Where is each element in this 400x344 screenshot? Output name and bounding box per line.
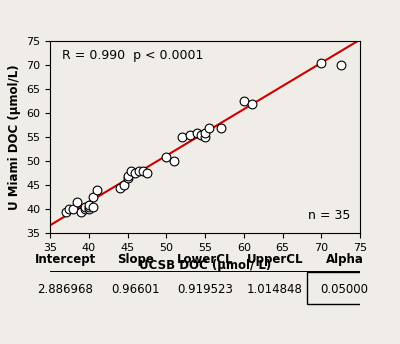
X-axis label: UCSB DOC (μmol/ L): UCSB DOC (μmol/ L) bbox=[139, 259, 271, 272]
Point bbox=[90, 204, 96, 210]
Point bbox=[124, 173, 131, 179]
Point bbox=[128, 168, 134, 174]
Text: UpperCL: UpperCL bbox=[246, 253, 303, 266]
Point bbox=[198, 132, 204, 138]
Point bbox=[186, 132, 193, 138]
Point bbox=[82, 207, 88, 212]
Point bbox=[171, 159, 177, 164]
Point bbox=[144, 171, 150, 176]
Point bbox=[217, 125, 224, 130]
Text: Alpha: Alpha bbox=[326, 253, 364, 266]
Text: Slope: Slope bbox=[117, 253, 154, 266]
Point bbox=[74, 200, 80, 205]
Text: 0.05000: 0.05000 bbox=[320, 283, 368, 296]
Text: R = 0.990  p < 0.0001: R = 0.990 p < 0.0001 bbox=[62, 49, 204, 62]
Point bbox=[140, 168, 146, 174]
Point bbox=[338, 63, 344, 68]
Point bbox=[132, 171, 138, 176]
Point bbox=[318, 60, 324, 66]
Point bbox=[78, 209, 84, 215]
Point bbox=[240, 99, 247, 104]
Point bbox=[93, 187, 100, 193]
Text: 0.919523: 0.919523 bbox=[177, 283, 233, 296]
Point bbox=[70, 207, 76, 212]
Point bbox=[124, 175, 131, 181]
Text: 0.96601: 0.96601 bbox=[111, 283, 160, 296]
Point bbox=[202, 130, 208, 135]
Point bbox=[86, 204, 92, 210]
Text: Intercept: Intercept bbox=[35, 253, 96, 266]
Point bbox=[86, 202, 92, 207]
Point bbox=[248, 101, 255, 107]
Point bbox=[86, 207, 92, 212]
Point bbox=[62, 209, 69, 215]
Point bbox=[116, 185, 123, 191]
Text: LowerCL: LowerCL bbox=[177, 253, 233, 266]
Point bbox=[206, 125, 212, 130]
Point bbox=[163, 154, 170, 159]
Text: n = 35: n = 35 bbox=[308, 209, 351, 222]
Point bbox=[202, 135, 208, 140]
Text: 1.014848: 1.014848 bbox=[247, 283, 303, 296]
Text: 2.886968: 2.886968 bbox=[38, 283, 94, 296]
Point bbox=[194, 130, 200, 135]
Point bbox=[82, 204, 88, 210]
Point bbox=[178, 135, 185, 140]
Point bbox=[90, 195, 96, 200]
Point bbox=[120, 183, 127, 188]
Point bbox=[66, 207, 72, 212]
Point bbox=[136, 168, 142, 174]
Y-axis label: U Miami DOC (μmol/L): U Miami DOC (μmol/L) bbox=[8, 65, 20, 210]
